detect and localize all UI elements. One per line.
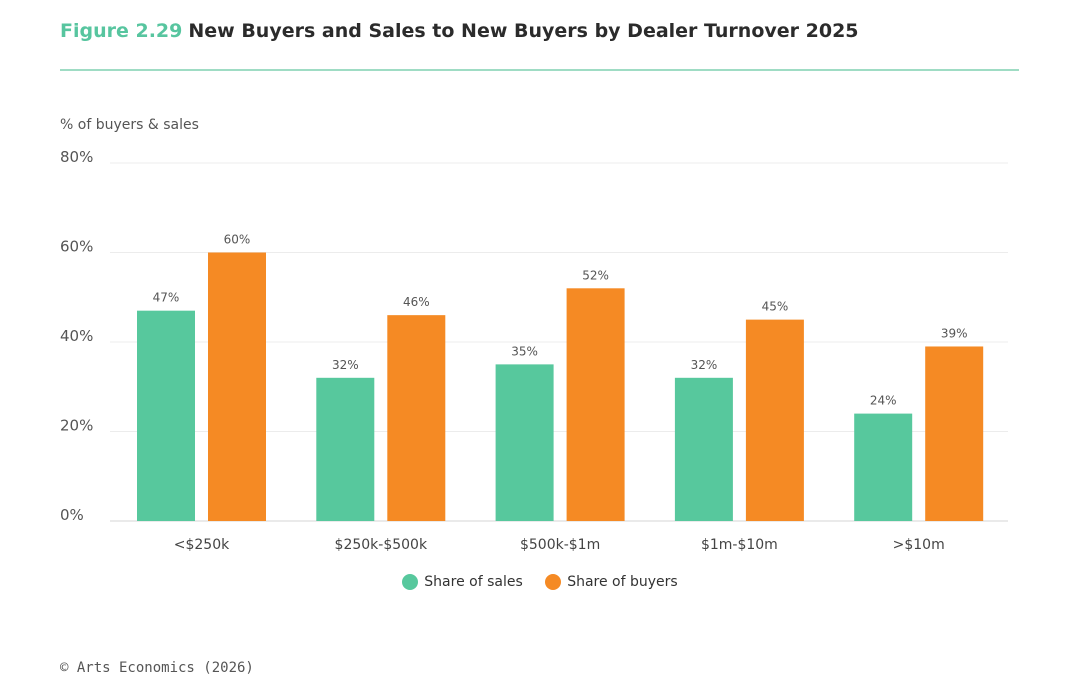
bar-buyers [208, 252, 266, 521]
legend-swatch-sales [402, 574, 419, 590]
data-label: 45% [762, 300, 789, 314]
bar-sales [137, 310, 195, 521]
y-tick-label: 0% [60, 506, 84, 524]
data-label: 32% [332, 358, 359, 372]
legend-swatch-buyers [545, 574, 562, 590]
data-label: 52% [582, 268, 609, 282]
legend-item-share-of-sales: Share of sales [402, 574, 523, 590]
bar-sales [316, 377, 375, 521]
data-label: 47% [153, 291, 180, 305]
data-label: 39% [941, 326, 968, 340]
y-tick-label: 60% [60, 238, 93, 256]
bar-sales [854, 413, 913, 521]
copyright-footer: © Arts Economics (2026) [60, 660, 254, 676]
x-tick-label: <$250k [174, 537, 230, 553]
y-tick-label: 40% [60, 327, 93, 345]
chart-title: Figure 2.29 New Buyers and Sales to New B… [60, 20, 859, 42]
data-label: 32% [691, 358, 718, 372]
data-label: 35% [511, 344, 538, 358]
bar-buyers [745, 319, 804, 521]
y-tick-label: 20% [60, 417, 93, 435]
legend-label-sales: Share of sales [424, 574, 523, 590]
y-axis-label: % of buyers & sales [60, 117, 199, 133]
bar-buyers [566, 288, 625, 521]
data-label: 24% [870, 394, 897, 408]
bar-buyers [925, 346, 984, 521]
x-tick-label: $1m-$10m [701, 537, 778, 553]
legend-item-share-of-buyers: Share of buyers [545, 574, 678, 590]
data-label: 60% [224, 233, 251, 247]
bar-sales [674, 377, 733, 521]
data-label: 46% [403, 295, 430, 309]
legend-label-buyers: Share of buyers [567, 574, 678, 590]
figure-number: Figure 2.29 [60, 20, 183, 42]
x-tick-label: $500k-$1m [520, 537, 600, 553]
y-tick-label: 80% [60, 148, 93, 166]
x-tick-label: >$10m [893, 537, 945, 553]
chart-legend: Share of sales Share of buyers [0, 574, 1080, 594]
bar-buyers [387, 315, 446, 521]
title-divider [60, 69, 1019, 71]
bar-sales [495, 364, 554, 521]
x-tick-label: $250k-$500k [335, 537, 428, 553]
figure-title: New Buyers and Sales to New Buyers by De… [188, 20, 859, 42]
